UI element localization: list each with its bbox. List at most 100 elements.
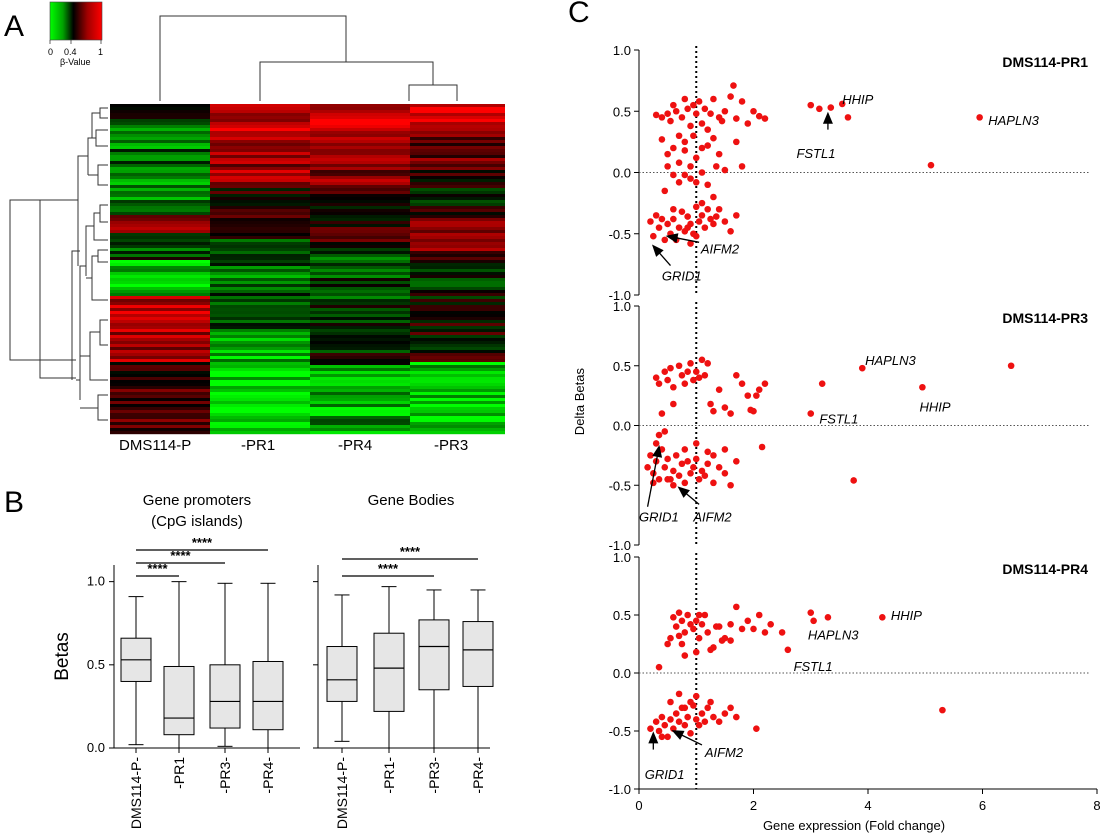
heatmap-cell (410, 332, 505, 336)
heatmap-cell (210, 107, 310, 111)
data-point (730, 82, 737, 89)
heatmap-cell (410, 374, 505, 378)
heatmap-cell (310, 350, 410, 354)
data-point (710, 407, 717, 415)
gene-label: HHIP (891, 608, 922, 623)
gene-label: HAPLN3 (808, 628, 859, 643)
heatmap-cell (110, 185, 210, 189)
data-point (692, 232, 700, 240)
heatmap-cell (110, 275, 210, 279)
heatmap-cell (410, 170, 505, 174)
y-tick-label: 0.0 (613, 419, 631, 434)
heatmap-cell (210, 206, 310, 210)
data-point (690, 464, 697, 471)
heatmap-cell (210, 251, 310, 255)
x-tick-label: DMS114-P- (128, 757, 144, 829)
heatmap-cell (210, 215, 310, 219)
heatmap-cell (110, 311, 210, 315)
data-point (687, 730, 694, 737)
box (462, 621, 494, 687)
heatmap-cell (110, 131, 210, 135)
data-point (661, 721, 669, 729)
heatmap-cell (110, 362, 210, 366)
heatmap-cell (310, 275, 410, 279)
data-point (658, 713, 666, 721)
heatmap-cell (110, 422, 210, 426)
x-tick-label: DMS114-P- (334, 757, 350, 829)
heatmap-cell (310, 269, 410, 273)
data-point (698, 212, 706, 219)
heatmap-cell (410, 389, 505, 393)
heatmap-cell (210, 167, 310, 171)
heatmap-cell (210, 173, 310, 177)
data-point (658, 136, 666, 143)
data-point (727, 620, 734, 628)
heatmap-cell (210, 266, 310, 270)
heatmap-cell (410, 362, 505, 366)
heatmap-cell (410, 233, 505, 237)
heatmap-cell (410, 194, 505, 198)
annotation-arrowhead (648, 731, 659, 744)
heatmap-cell (410, 164, 505, 168)
y-tick-label: -1.0 (609, 288, 631, 303)
heatmap-cell (410, 287, 505, 291)
heatmap-cell (110, 272, 210, 276)
heatmap-cell (410, 224, 505, 228)
heatmap-cell (310, 392, 410, 396)
heatmap-cell (210, 314, 310, 318)
heatmap-cell (410, 161, 505, 165)
heatmap-cell (110, 227, 210, 231)
heatmap-cell (110, 239, 210, 243)
data-point (721, 404, 729, 411)
heatmap-cell (210, 164, 310, 168)
data-point (710, 452, 717, 459)
heatmap-cell (410, 197, 505, 201)
heatmap-cell (110, 236, 210, 240)
heatmap-cell (110, 335, 210, 339)
heatmap-cell (110, 374, 210, 378)
heatmap-cell (110, 125, 210, 129)
heatmap-cell (410, 368, 505, 372)
data-point (858, 364, 866, 372)
y-tick-label: 1.0 (613, 299, 631, 314)
data-point (667, 634, 674, 642)
y-tick-label: 0.5 (613, 359, 631, 374)
heatmap-cell (210, 332, 310, 336)
heatmap-cell (210, 407, 310, 411)
colorbar-tick-1: 1 (98, 47, 103, 57)
y-tick-label: 0.5 (87, 657, 105, 672)
heatmap-cell (110, 176, 210, 180)
heatmap-cell (410, 140, 505, 144)
y-tick-label: 1.0 (613, 550, 631, 565)
data-point (647, 725, 654, 732)
data-point (681, 171, 689, 179)
data-point (684, 611, 691, 619)
box (418, 619, 450, 691)
significance-stars: **** (170, 548, 191, 563)
significance-stars: **** (192, 535, 213, 550)
heatmap-cell (310, 296, 410, 300)
heatmap-cell (210, 140, 310, 144)
data-point (675, 179, 683, 186)
data-point (758, 443, 766, 451)
data-point (753, 392, 760, 399)
data-point (733, 372, 740, 379)
heatmap-cell (310, 107, 410, 111)
data-point (721, 166, 729, 174)
heatmap-cell (310, 122, 410, 126)
heatmap-cell (310, 182, 410, 186)
heatmap-cell (410, 137, 505, 141)
data-point (687, 163, 694, 170)
data-point (672, 452, 680, 459)
heatmap-cell (410, 227, 505, 231)
gene-label: HAPLN3 (865, 353, 916, 368)
annotation-arrow (646, 446, 660, 507)
data-point (838, 100, 846, 108)
data-point (655, 663, 663, 671)
data-point (684, 458, 691, 465)
data-point (721, 470, 729, 477)
data-point (844, 114, 852, 121)
heatmap-cell (310, 284, 410, 288)
heatmap-cell (210, 221, 310, 225)
heatmap-cell (210, 383, 310, 387)
